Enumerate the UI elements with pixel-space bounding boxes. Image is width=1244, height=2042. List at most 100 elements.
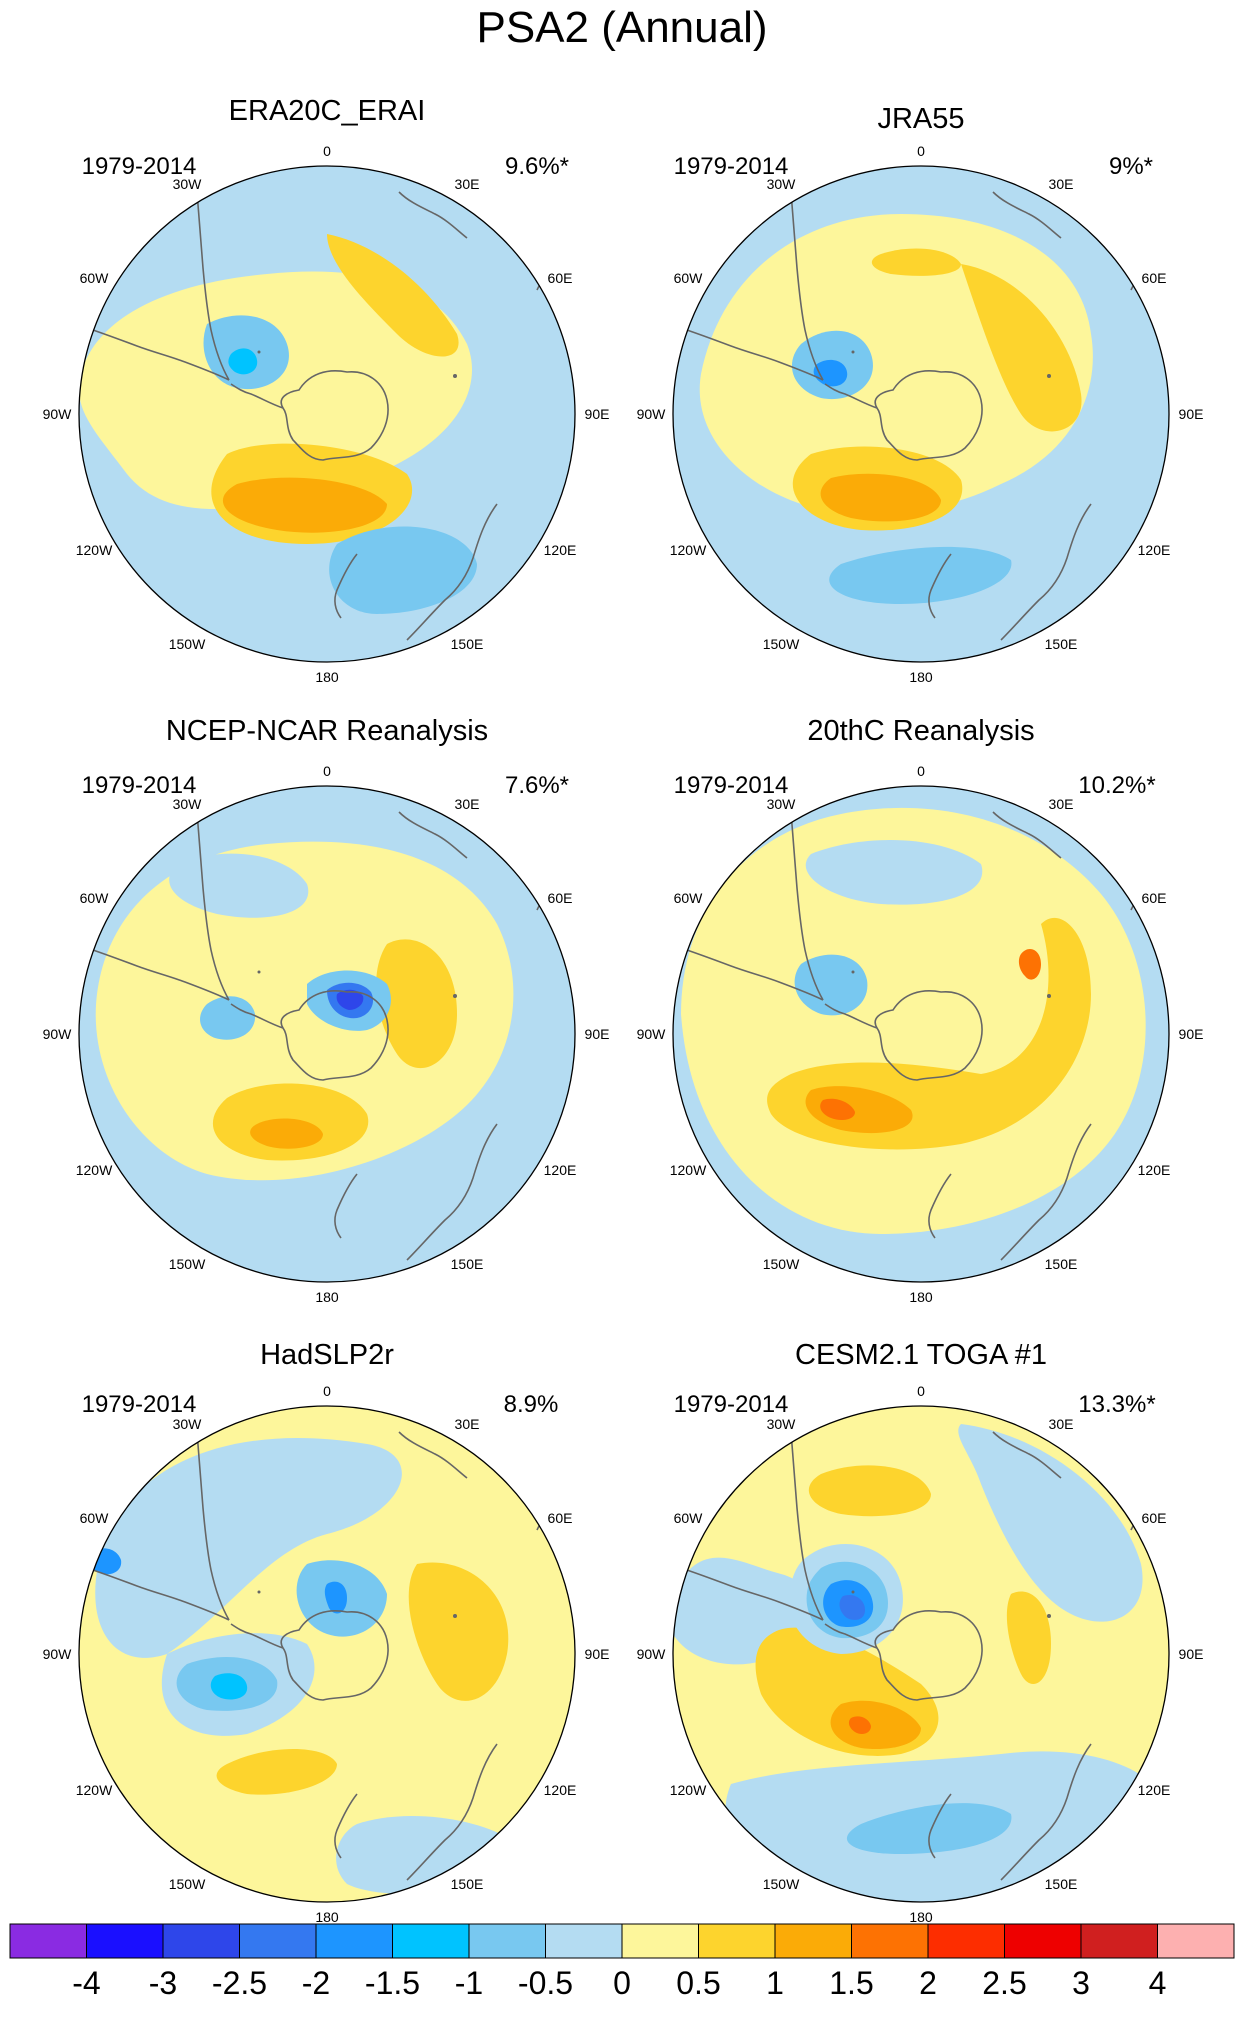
- svg-text:150E: 150E: [1045, 1876, 1078, 1892]
- svg-text:60W: 60W: [674, 890, 704, 906]
- svg-text:90W: 90W: [43, 1026, 73, 1042]
- panel-years: 1979-2014: [674, 772, 789, 799]
- svg-text:120W: 120W: [670, 1162, 707, 1178]
- svg-text:30W: 30W: [173, 176, 203, 192]
- colorbar-label: 3: [1072, 1965, 1090, 2001]
- svg-text:150E: 150E: [1045, 636, 1078, 652]
- svg-text:120E: 120E: [1138, 1782, 1171, 1798]
- colorbar-label: -0.5: [518, 1965, 573, 2001]
- colorbar: -4 -3 -2.5 -2 -1.5 -1 -0.5 0 0.5 1 1.5 2 2.5 3 4: [9, 1923, 1235, 2001]
- svg-text:150E: 150E: [451, 1256, 484, 1272]
- panel-hadslp2r: HadSLP2r 1979-2014 8.9% 0 30E: [43, 1339, 610, 1925]
- colorbar-swatch: [468, 1923, 546, 1959]
- svg-text:90E: 90E: [585, 1026, 610, 1042]
- svg-text:120W: 120W: [76, 542, 113, 558]
- colorbar-swatch: [851, 1923, 929, 1959]
- colorbar-swatch: [162, 1923, 240, 1959]
- svg-text:180: 180: [909, 1289, 933, 1305]
- colorbar-swatch: [621, 1923, 699, 1959]
- svg-text:30W: 30W: [767, 1416, 797, 1432]
- svg-text:90W: 90W: [637, 406, 667, 422]
- svg-text:30W: 30W: [173, 1416, 203, 1432]
- panel-title: HadSLP2r: [260, 1339, 394, 1371]
- panel-title: ERA20C_ERAI: [229, 95, 426, 127]
- svg-text:60E: 60E: [1142, 1510, 1167, 1526]
- svg-text:90E: 90E: [1179, 406, 1204, 422]
- polar-map: 0 30E 60E 90E 120E 150E 180 150W 120W 90…: [637, 1383, 1204, 1925]
- svg-text:90E: 90E: [585, 406, 610, 422]
- svg-text:0: 0: [323, 143, 331, 159]
- svg-text:30E: 30E: [1049, 796, 1074, 812]
- longitude-labels: 0 30E 60E 90E 120E 150E 180 150W 120W 90…: [43, 1383, 610, 1925]
- panel-jra55: JRA55 1979-2014 9%* 0 30E 60E 90E: [637, 103, 1204, 685]
- colorbar-swatch: [545, 1923, 623, 1959]
- colorbar-label: 0: [613, 1965, 631, 2001]
- colorbar-label: 4: [1149, 1965, 1167, 2001]
- svg-text:180: 180: [315, 669, 339, 685]
- svg-text:60E: 60E: [548, 890, 573, 906]
- svg-text:30E: 30E: [1049, 176, 1074, 192]
- longitude-labels: 0 30E 60E 90E 120E 150E 180 150W 120W 90…: [43, 143, 610, 685]
- colorbar-swatch: [1004, 1923, 1082, 1959]
- svg-text:150W: 150W: [763, 1256, 800, 1272]
- svg-text:30W: 30W: [767, 796, 797, 812]
- polar-map: 0 30E 60E 90E 120E 150E 180 150W 120W 90…: [43, 1383, 610, 1925]
- colorbar-label: 2: [919, 1965, 937, 2001]
- panel-variance: 9%*: [1109, 153, 1153, 180]
- svg-text:90W: 90W: [637, 1026, 667, 1042]
- svg-text:90W: 90W: [43, 1646, 73, 1662]
- svg-text:60W: 60W: [80, 890, 110, 906]
- svg-text:90E: 90E: [585, 1646, 610, 1662]
- colorbar-label: 1: [766, 1965, 784, 2001]
- panel-years: 1979-2014: [82, 772, 197, 799]
- svg-text:180: 180: [909, 669, 933, 685]
- svg-text:150E: 150E: [451, 636, 484, 652]
- svg-text:0: 0: [323, 763, 331, 779]
- svg-text:120W: 120W: [670, 542, 707, 558]
- colorbar-label: 0.5: [676, 1965, 720, 2001]
- colorbar-swatch: [1080, 1923, 1158, 1959]
- panel-variance: 8.9%: [504, 1391, 559, 1418]
- panel-cesm21-toga1: CESM2.1 TOGA #1 1979-2014 13.3%*: [637, 1339, 1204, 1925]
- svg-text:90W: 90W: [637, 1646, 667, 1662]
- svg-text:150E: 150E: [1045, 1256, 1078, 1272]
- svg-text:150W: 150W: [763, 1876, 800, 1892]
- svg-text:120E: 120E: [1138, 1162, 1171, 1178]
- panel-variance: 9.6%*: [505, 153, 569, 180]
- panel-ncep-ncar: NCEP-NCAR Reanalysis 1979-2014 7.6%* 0 3…: [43, 715, 610, 1305]
- svg-text:180: 180: [315, 1909, 339, 1925]
- svg-text:0: 0: [917, 1383, 925, 1399]
- svg-text:60E: 60E: [1142, 270, 1167, 286]
- longitude-labels: 0 30E 60E 90E 120E 150E 180 150W 120W 90…: [637, 143, 1204, 685]
- svg-text:120W: 120W: [670, 1782, 707, 1798]
- panel-title: 20thC Reanalysis: [807, 715, 1034, 747]
- svg-text:60W: 60W: [674, 270, 704, 286]
- svg-text:60E: 60E: [548, 1510, 573, 1526]
- svg-text:120E: 120E: [1138, 542, 1171, 558]
- colorbar-swatch: [239, 1923, 317, 1959]
- svg-text:120E: 120E: [544, 1162, 577, 1178]
- colorbar-swatch: [698, 1923, 776, 1959]
- svg-text:30W: 30W: [767, 176, 797, 192]
- svg-text:120E: 120E: [544, 542, 577, 558]
- svg-text:60W: 60W: [674, 1510, 704, 1526]
- colorbar-label: 2.5: [982, 1965, 1026, 2001]
- svg-text:30W: 30W: [173, 796, 203, 812]
- svg-text:30E: 30E: [1049, 1416, 1074, 1432]
- svg-text:180: 180: [315, 1289, 339, 1305]
- longitude-labels: 0 30E 60E 90E 120E 150E 180 150W 120W 90…: [637, 763, 1204, 1305]
- svg-text:30E: 30E: [455, 176, 480, 192]
- svg-text:90E: 90E: [1179, 1026, 1204, 1042]
- colorbar-label: -3: [149, 1965, 177, 2001]
- polar-map: 0 30E 60E 90E 120E 150E 180 150W 120W 90…: [637, 143, 1204, 685]
- svg-text:150W: 150W: [169, 1256, 206, 1272]
- panel-years: 1979-2014: [82, 153, 197, 180]
- svg-text:150W: 150W: [169, 1876, 206, 1892]
- svg-text:90E: 90E: [1179, 1646, 1204, 1662]
- svg-text:150W: 150W: [763, 636, 800, 652]
- colorbar-label: -1.5: [365, 1965, 420, 2001]
- colorbar-swatch: [392, 1923, 470, 1959]
- svg-text:0: 0: [917, 143, 925, 159]
- panel-20thc: 20thC Reanalysis 1979-2014 10.2%* 0 30E …: [637, 715, 1204, 1305]
- svg-text:60W: 60W: [80, 270, 110, 286]
